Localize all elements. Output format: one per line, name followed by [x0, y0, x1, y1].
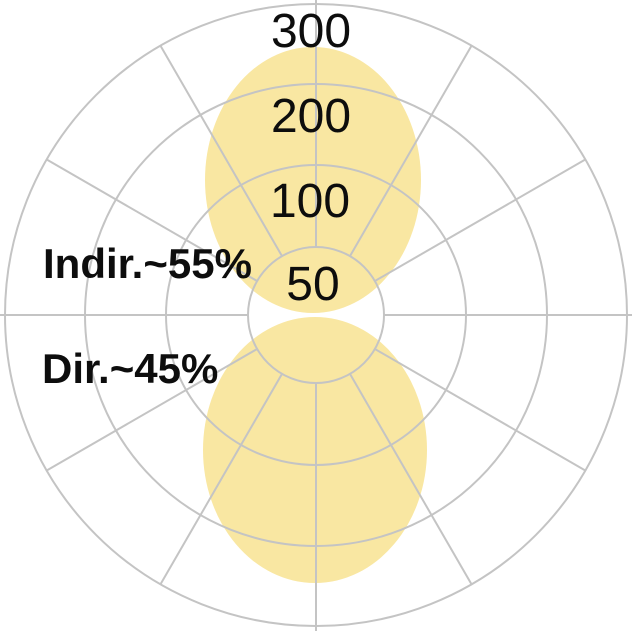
spoke-line — [46, 158, 258, 282]
share-annotation: Indir.~55% — [43, 240, 252, 287]
labels-layer: 50 100 200 300 Indir.~55% Dir.~45% — [42, 5, 351, 392]
ring-label: 100 — [270, 175, 350, 228]
indirect-lobe — [205, 47, 421, 313]
ring-label: 300 — [271, 5, 351, 58]
spoke-line — [159, 45, 283, 257]
grid-layer — [0, 0, 632, 631]
spoke-line — [46, 348, 258, 472]
spoke-line — [349, 373, 473, 585]
spoke-line — [374, 158, 586, 282]
ring-label: 200 — [271, 90, 351, 143]
spoke-line — [349, 45, 473, 257]
spoke-line — [159, 373, 283, 585]
share-annotation: Dir.~45% — [42, 345, 218, 392]
ring-label: 50 — [286, 258, 339, 311]
spoke-line — [374, 348, 586, 472]
